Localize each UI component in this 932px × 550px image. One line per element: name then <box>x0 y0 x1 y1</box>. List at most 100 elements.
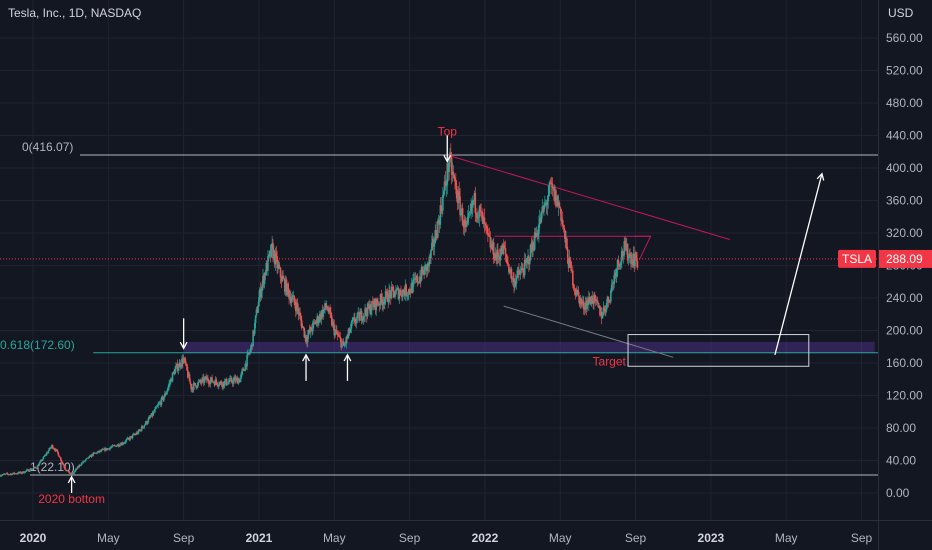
candle-body <box>149 416 151 418</box>
candle-body <box>389 289 391 293</box>
candle-body <box>300 320 303 328</box>
candle-body <box>466 222 468 227</box>
candle-body <box>302 326 305 328</box>
candle-body <box>465 225 467 227</box>
candle-body <box>351 321 354 323</box>
candle-body <box>514 281 516 288</box>
candle-body <box>493 258 496 261</box>
triangle-pattern <box>633 235 652 261</box>
candle-body <box>46 452 49 454</box>
candle-body <box>341 342 343 348</box>
candle-body <box>13 472 15 474</box>
price-axis-label: 40.00 <box>886 454 916 468</box>
candle-body <box>475 212 477 214</box>
candle-body <box>542 206 544 212</box>
candle-body <box>589 301 592 305</box>
candle-body <box>288 290 290 299</box>
candle-body <box>392 287 395 292</box>
candle-body <box>387 301 390 303</box>
candle-body <box>145 421 147 425</box>
candle-body <box>626 243 629 261</box>
candle-body <box>491 243 493 250</box>
candle-body <box>635 252 637 260</box>
candle-body <box>547 195 550 202</box>
candle-body <box>303 327 306 338</box>
candle-body <box>22 471 25 474</box>
candle-body <box>16 473 19 475</box>
candle-body <box>65 469 67 471</box>
candle-body <box>514 281 517 284</box>
candle-body <box>228 381 230 383</box>
candle-body <box>165 392 168 395</box>
candle-body <box>60 460 63 463</box>
candle-body <box>364 308 366 317</box>
candle-body <box>295 302 298 312</box>
candle-body <box>585 302 588 310</box>
candle-body <box>566 238 568 250</box>
candle-body <box>252 330 254 347</box>
candle-body <box>191 387 193 390</box>
candle-body <box>223 381 225 386</box>
candle-body <box>363 315 366 317</box>
candle-body <box>195 385 197 388</box>
candle-body <box>615 269 618 277</box>
candle-body <box>329 308 331 313</box>
candle-body <box>607 296 610 303</box>
candle-body <box>382 301 384 306</box>
candle-body <box>482 212 484 224</box>
candle-body <box>631 258 634 266</box>
candle-body <box>35 467 37 469</box>
candle-body <box>30 468 32 470</box>
candle-body <box>617 259 620 264</box>
candle-body <box>254 315 257 324</box>
candle-body <box>312 321 315 323</box>
time-axis-label: Sep <box>173 531 195 545</box>
candle-body <box>601 315 604 319</box>
candle-body <box>360 311 362 315</box>
candle-body <box>58 455 60 458</box>
candle-body <box>517 270 519 272</box>
candle-body <box>51 445 53 447</box>
candle-body <box>619 265 621 267</box>
candle-body <box>568 257 571 268</box>
candle-body <box>575 293 577 296</box>
candle-body <box>365 308 367 313</box>
candle-body <box>411 283 413 293</box>
candle-body <box>477 217 480 218</box>
time-axis-label: Sep <box>399 531 421 545</box>
candle-body <box>569 257 572 262</box>
candle-body <box>331 322 334 326</box>
candle-body <box>137 430 140 434</box>
candle-body <box>5 473 7 475</box>
candle-body <box>388 289 390 303</box>
candle-body <box>339 336 342 339</box>
candle-body <box>471 200 474 208</box>
candle-body <box>140 426 143 431</box>
candle-body <box>405 284 407 296</box>
candle-body <box>625 244 627 251</box>
candle-body <box>277 264 279 269</box>
candle-body <box>622 255 625 256</box>
candle-body <box>68 470 70 474</box>
candle-body <box>74 470 76 472</box>
candle-body <box>78 465 81 468</box>
candle-body <box>534 232 537 238</box>
candle-body <box>314 321 317 325</box>
arrow-head <box>67 475 76 484</box>
candle-body <box>490 243 492 248</box>
candle-body <box>77 466 80 468</box>
candle-body <box>400 290 402 296</box>
candle-body <box>135 432 138 435</box>
candle-body <box>154 408 156 412</box>
candle-body <box>480 210 482 212</box>
candle-body <box>486 226 488 229</box>
candle-body <box>107 448 110 450</box>
candle-body <box>202 377 205 383</box>
candle-body <box>28 471 31 472</box>
candle-body <box>263 275 265 284</box>
candle-body <box>150 413 153 417</box>
candle-body <box>335 330 337 331</box>
candle-body <box>609 300 611 302</box>
candle-body <box>3 473 5 475</box>
